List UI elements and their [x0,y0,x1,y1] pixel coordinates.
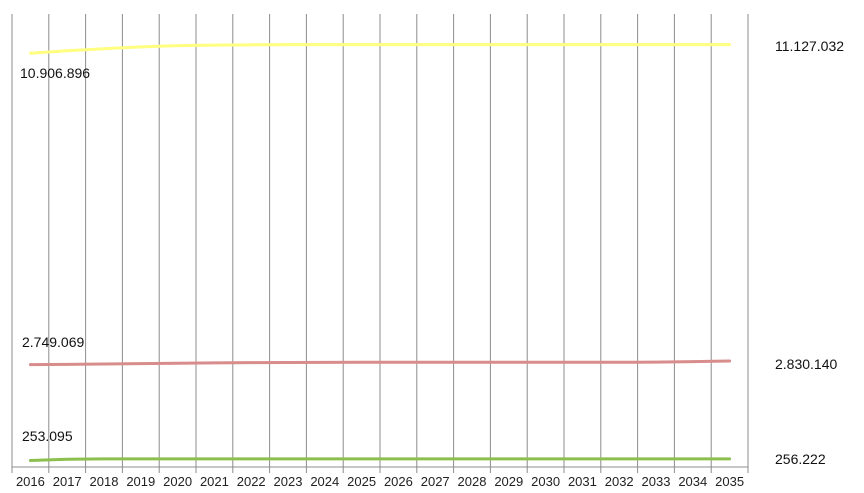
data-label-end: 256.222 [775,451,826,467]
x-tick-label: 2025 [347,474,376,489]
series-lines [28,43,732,462]
x-tick-label: 2027 [421,474,450,489]
x-tick-label: 2032 [605,474,634,489]
data-labels: 10.906.896 11.127.032 2.749.069 2.830.140 25… [20,38,844,467]
x-tick-label: 2023 [274,474,303,489]
series-line [28,359,732,367]
x-tick-label: 2034 [678,474,707,489]
x-tick-label: 2031 [568,474,597,489]
x-tick-label: 2019 [126,474,155,489]
x-tick-label: 2016 [16,474,45,489]
x-tick-label: 2035 [715,474,744,489]
x-tick-label: 2033 [642,474,671,489]
x-tick-label: 2028 [458,474,487,489]
series-line [28,457,732,462]
data-label-end: 11.127.032 [775,38,844,54]
x-tick-label: 2024 [310,474,339,489]
data-label-end: 2.830.140 [775,356,837,372]
x-tick-label: 2022 [237,474,266,489]
x-tick-label: 2021 [200,474,229,489]
grid-lines [11,14,749,473]
x-tick-label: 2018 [90,474,119,489]
x-tick-label: 2030 [531,474,560,489]
series-line [28,43,732,55]
x-tick-label: 2017 [53,474,82,489]
data-label-start: 2.749.069 [22,334,84,350]
data-label-start: 10.906.896 [20,65,90,81]
data-label-start: 253.095 [22,428,73,444]
x-tick-label: 2029 [494,474,523,489]
x-tick-label: 2020 [163,474,192,489]
x-axis: 2016 2017 2018 2019 2020 2021 2022 2023 2024 2025… [12,466,748,489]
x-tick-label: 2026 [384,474,413,489]
